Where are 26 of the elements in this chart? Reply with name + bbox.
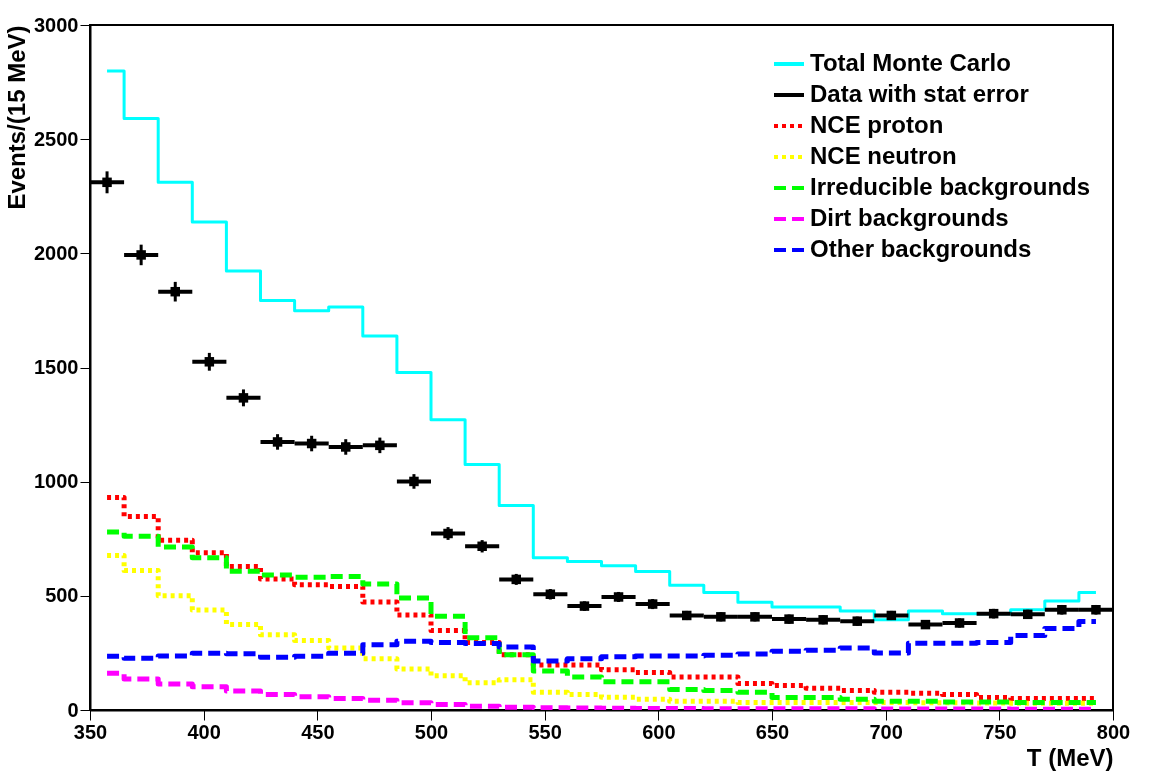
legend-label: Data with stat error <box>810 80 1029 107</box>
legend-label: Irreducible backgrounds <box>810 173 1091 200</box>
y-tick-label: 500 <box>45 584 79 607</box>
x-tick-label: 400 <box>187 720 221 743</box>
y-tick-label: 1000 <box>34 470 79 493</box>
legend-label: Dirt backgrounds <box>810 204 1009 231</box>
x-tick-label: 600 <box>642 720 676 743</box>
x-tick-label: 350 <box>73 720 108 743</box>
legend-label: Total Monte Carlo <box>810 49 1011 76</box>
x-tick-label: 550 <box>528 720 562 743</box>
y-axis-title: Events/(15 MeV) <box>3 25 31 210</box>
y-tick-label: 2000 <box>34 241 79 264</box>
legend-label: NCE proton <box>810 111 944 138</box>
y-tick-label: 1500 <box>34 356 79 378</box>
x-tick-label: 650 <box>755 720 790 743</box>
y-tick-label: 0 <box>67 698 79 721</box>
x-tick-label: 750 <box>983 720 1017 743</box>
legend-label: NCE neutron <box>810 142 957 169</box>
x-axis-title: T (MeV) <box>1026 743 1114 771</box>
y-tick-label: 3000 <box>34 13 79 36</box>
x-tick-label: 500 <box>414 720 449 743</box>
x-tick-label: 800 <box>1096 720 1131 743</box>
legend-label: Other backgrounds <box>810 235 1032 262</box>
x-tick-label: 700 <box>869 720 903 743</box>
x-tick-label: 450 <box>301 720 335 743</box>
y-tick-label: 2500 <box>34 127 79 150</box>
